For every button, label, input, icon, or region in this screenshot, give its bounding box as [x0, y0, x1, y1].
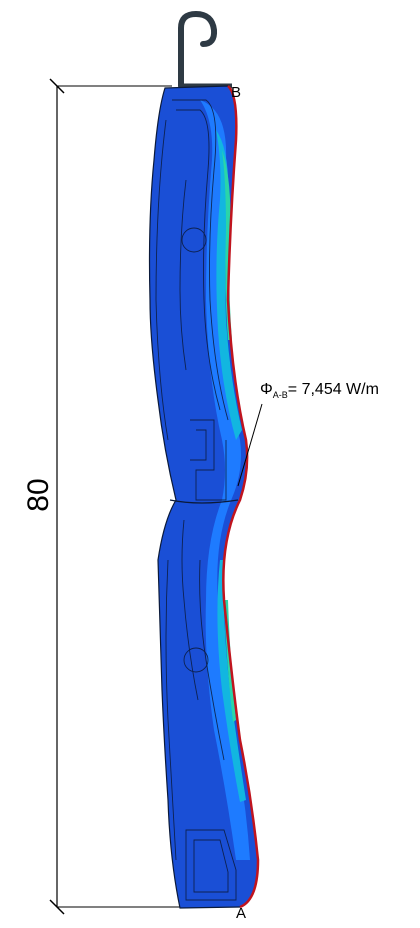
hot-boundary-edge: [222, 85, 260, 909]
flux-leader-line: [237, 403, 263, 487]
flux-value: = 7,454 W/m: [287, 381, 379, 398]
profile-joint: [169, 499, 239, 504]
dimension-value: 80: [22, 478, 55, 512]
dimension-line: [49, 78, 180, 915]
internal-contours: [155, 99, 237, 901]
hanger-hook: [178, 10, 218, 89]
temperature-band-mid: [216, 130, 246, 802]
screw-port-lower: [183, 647, 209, 673]
point-label-b: B: [231, 84, 242, 101]
flux-subscript: A-B: [272, 390, 288, 400]
point-label-a: A: [236, 905, 247, 922]
temperature-band-cool: [200, 100, 250, 860]
flux-symbol: Φ: [260, 381, 273, 398]
screw-port-upper: [181, 227, 207, 253]
heat-flux-label: ΦA-B= 7,454 W/m: [260, 381, 379, 400]
